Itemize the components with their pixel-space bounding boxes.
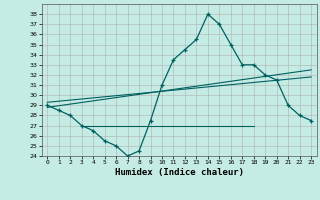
X-axis label: Humidex (Indice chaleur): Humidex (Indice chaleur) xyxy=(115,168,244,177)
